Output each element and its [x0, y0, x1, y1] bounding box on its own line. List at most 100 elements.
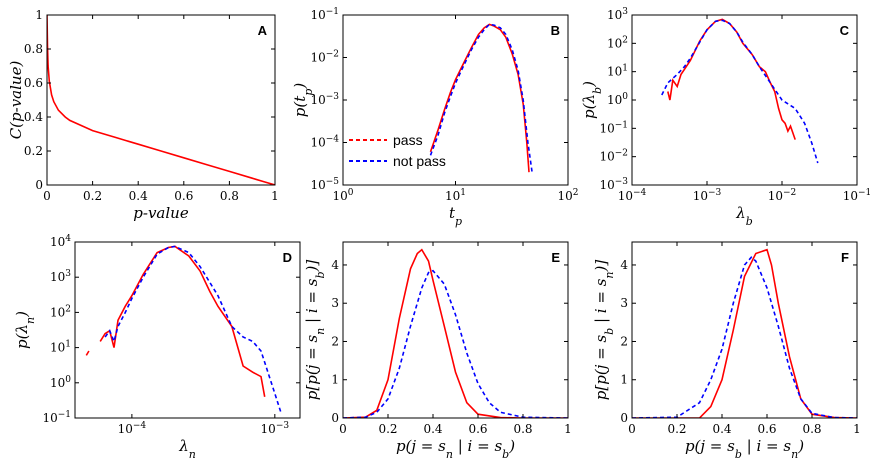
- y-tick-label: 10−1: [42, 410, 71, 425]
- y-tick-label: 0: [620, 411, 628, 425]
- x-tick-label: 10−4: [118, 421, 147, 436]
- x-tick-label: 0.4: [129, 189, 148, 203]
- x-tick-label: 10−3: [261, 421, 290, 436]
- x-tick-label: 0.6: [757, 422, 776, 436]
- y-tick-label: 101: [50, 340, 71, 355]
- y-tick-label: 0: [35, 178, 43, 192]
- x-tick-label: 10−1: [843, 188, 872, 203]
- x-tick-label: 0.8: [802, 422, 821, 436]
- x-tick-label: 0.2: [378, 422, 397, 436]
- y-tick-label: 0.6: [24, 76, 43, 90]
- y-tick-label: 101: [607, 64, 628, 79]
- y-tick-label: 102: [607, 35, 628, 50]
- y-tick-label: 104: [50, 234, 71, 249]
- x-tick-label: 0.4: [712, 422, 731, 436]
- x-tick-label: 0.4: [423, 422, 442, 436]
- x-axis-label: λb: [735, 204, 753, 228]
- series-not-pass-line: [632, 256, 857, 418]
- x-tick-label: 0: [628, 422, 636, 436]
- y-tick-label: 103: [607, 7, 628, 22]
- y-tick-label: 3: [331, 296, 339, 310]
- series-not-pass-line: [104, 245, 282, 413]
- legend: pass not pass: [349, 132, 446, 169]
- series-pass-line: [667, 18, 796, 140]
- x-tick-label: 10−3: [693, 188, 722, 203]
- y-tick-label: 0.4: [24, 110, 43, 124]
- x-tick-label: 0.6: [468, 422, 487, 436]
- y-tick-label: 0.2: [24, 144, 43, 158]
- y-tick-label: 2: [331, 334, 339, 348]
- panel-letter: F: [841, 250, 849, 265]
- axes-box: [46, 14, 276, 186]
- axes-box: [631, 241, 858, 419]
- series-not-pass-line: [429, 23, 533, 173]
- y-tick-label: 10−3: [599, 177, 628, 192]
- series-pass-line: [99, 245, 266, 397]
- axes-box: [342, 241, 569, 419]
- y-tick-label: 0.8: [24, 42, 43, 56]
- panel-C: 10−4 10−3 10−2 10−110−310−210−1100101102103…: [580, 7, 871, 228]
- x-tick-label: 0.2: [667, 422, 686, 436]
- x-axis-label: p-value: [133, 204, 189, 222]
- x-tick-label: 0.6: [174, 189, 193, 203]
- y-axis-label: p[p(j = sb | i = sn)]: [592, 260, 616, 401]
- panel-E: 0 0.2 0.4 0.6 0.8 1 0 1 2 3 4 Ep(j = sn | i = sb) p[…: [303, 241, 572, 461]
- series-pass-start-line: [85, 350, 90, 356]
- y-axis-label: p(λn): [13, 311, 37, 349]
- series-not-pass-line: [343, 269, 568, 418]
- y-tick-label: 4: [331, 258, 339, 272]
- x-tick-label: 0: [339, 422, 347, 436]
- panel-letter: A: [258, 23, 268, 38]
- series-pass-line: [632, 248, 857, 418]
- y-tick-label: 10−5: [310, 177, 339, 192]
- x-tick-label: 1: [564, 422, 572, 436]
- legend-label: pass: [393, 132, 423, 148]
- panel-letter: C: [840, 23, 850, 38]
- series-not-pass-line: [661, 19, 819, 164]
- y-axis-label: p(λb): [580, 81, 604, 119]
- y-tick-label: 1: [35, 8, 43, 22]
- axes-box: [631, 14, 858, 186]
- x-tick-label: 0: [43, 189, 51, 203]
- x-tick-label: 101: [445, 188, 466, 203]
- x-axis-label: λn: [178, 437, 196, 461]
- panel-letter: B: [551, 23, 560, 38]
- x-axis-label: p(j = sn | i = sb): [396, 437, 515, 461]
- y-tick-label: 100: [607, 92, 628, 107]
- series-pass-line: [343, 248, 568, 418]
- x-axis-label: tp: [449, 204, 462, 228]
- y-tick-label: 0: [331, 411, 339, 425]
- panel-F: 0 0.2 0.4 0.6 0.8 1 0 1 2 3 4 Fp(j = sb | i = sn) p[…: [592, 241, 861, 461]
- y-tick-label: 10−1: [310, 7, 339, 22]
- panel-letter: D: [283, 250, 292, 265]
- y-tick-label: 1: [620, 373, 628, 387]
- y-tick-label: 102: [50, 304, 71, 319]
- panel-D: 10−4 10−3 10−1 100 101 102 103 104 Dλn p(λn): [13, 234, 301, 461]
- x-tick-label: 10−4: [618, 188, 647, 203]
- y-tick-label: 10−4: [310, 135, 339, 150]
- y-tick-label: 10−2: [310, 50, 339, 65]
- panel-A: 0 0.2 0.4 0.6 0.8 1 0 0.2 0.4 0.6 0.8 1 Ap-value C(p-…: [7, 8, 279, 222]
- panel-B: 100 101 102 10−5 10−4 10−3 10−2 10−1 Btp p(tp) pas…: [291, 7, 579, 228]
- panel-letter: E: [551, 250, 560, 265]
- x-tick-label: 0.8: [220, 189, 239, 203]
- y-tick-label: 4: [620, 258, 628, 272]
- axes-box: [342, 14, 569, 186]
- y-tick-label: 10−2: [599, 149, 628, 164]
- series-C-line: [47, 15, 275, 185]
- x-tick-label: 102: [557, 188, 578, 203]
- x-tick-label: 0.8: [513, 422, 532, 436]
- x-axis-label: p(j = sb | i = sn): [685, 437, 804, 461]
- y-tick-label: 3: [620, 296, 628, 310]
- y-tick-label: 2: [620, 334, 628, 348]
- x-tick-label: 10−2: [768, 188, 797, 203]
- y-tick-label: 1: [331, 373, 339, 387]
- y-tick-label: 10−1: [599, 120, 628, 135]
- y-tick-label: 100: [50, 375, 71, 390]
- x-tick-label: 100: [332, 188, 353, 203]
- x-tick-label: 1: [271, 189, 279, 203]
- y-axis-label: p[p(j = sn | i = sb)]: [303, 260, 327, 401]
- x-tick-label: 0.2: [83, 189, 102, 203]
- y-tick-label: 103: [50, 269, 71, 284]
